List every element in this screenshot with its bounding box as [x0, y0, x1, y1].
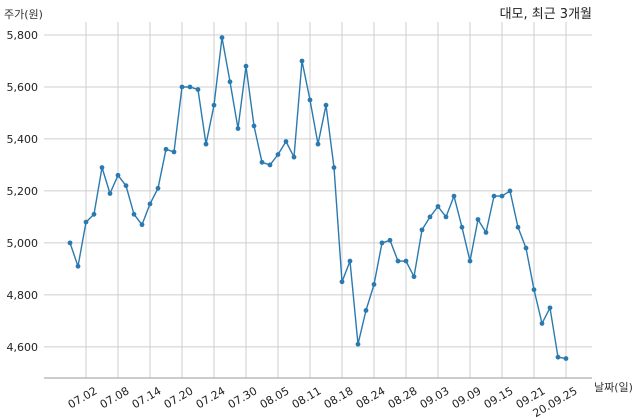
data-point	[235, 126, 241, 131]
y-tick-label: 4,800	[7, 289, 39, 302]
data-point	[403, 258, 409, 264]
data-point	[491, 193, 497, 199]
series-line	[69, 36, 567, 360]
x-tick-label: 09.09	[450, 384, 484, 411]
data-point	[339, 279, 345, 285]
data-point	[379, 240, 385, 246]
x-tick-labels: 07.0207.0807.1407.2007.2407.3008.0508.11…	[66, 384, 580, 419]
x-tick-label: 07.20	[162, 384, 196, 411]
data-point	[507, 188, 513, 194]
data-point	[555, 354, 561, 360]
y-tick-label: 5,000	[7, 237, 39, 250]
x-tick-label: 07.14	[130, 384, 164, 411]
x-tick-label: 09.15	[482, 384, 516, 411]
x-tick-label: 07.30	[226, 384, 260, 411]
x-tick-label: 08.24	[354, 384, 388, 411]
data-point	[251, 123, 257, 129]
data-point	[163, 146, 169, 152]
grid-lines	[44, 22, 592, 378]
data-point	[419, 227, 425, 233]
data-point	[387, 237, 393, 243]
data-point	[411, 274, 417, 280]
data-point	[459, 224, 465, 230]
data-point	[283, 139, 289, 144]
y-tick-label: 4,600	[7, 341, 39, 354]
data-point	[203, 141, 209, 147]
series-group	[67, 35, 569, 361]
data-point	[467, 258, 473, 264]
data-point	[83, 219, 89, 225]
data-point	[315, 141, 321, 147]
data-point	[475, 217, 481, 222]
data-point	[267, 162, 273, 168]
x-tick-label: 08.05	[258, 384, 292, 411]
data-point	[531, 287, 537, 293]
data-point	[347, 258, 353, 264]
data-point	[179, 84, 185, 90]
data-point	[115, 172, 121, 178]
data-point	[67, 240, 73, 246]
y-tick-label: 5,600	[7, 81, 39, 94]
x-tick-label: 08.11	[290, 384, 324, 411]
data-point	[331, 165, 337, 170]
data-point	[155, 185, 161, 191]
data-point	[451, 193, 457, 199]
data-point	[243, 63, 249, 69]
x-tick-label: 07.02	[66, 384, 100, 411]
data-point	[355, 341, 361, 347]
data-point	[259, 159, 265, 165]
x-axis-label: 날짜(일)	[594, 380, 633, 394]
data-point	[307, 97, 313, 103]
x-tick-label: 07.24	[194, 384, 228, 411]
y-tick-label: 5,800	[7, 29, 39, 42]
y-tick-label: 5,400	[7, 133, 39, 146]
data-point	[547, 305, 553, 311]
data-point	[91, 211, 97, 217]
data-point	[483, 230, 489, 235]
y-axis-label: 주가(원)	[4, 8, 43, 21]
data-point	[75, 263, 81, 269]
x-tick-label: 07.08	[98, 384, 132, 411]
data-point	[435, 204, 441, 209]
data-point	[539, 321, 545, 326]
x-tick-label: 08.28	[386, 384, 420, 411]
data-point	[131, 211, 137, 217]
data-point	[187, 84, 193, 90]
x-tick-label: 08.18	[322, 384, 356, 411]
data-point	[99, 165, 105, 170]
data-point	[499, 193, 505, 199]
data-point	[139, 222, 145, 228]
data-point	[323, 102, 329, 108]
data-point	[219, 35, 225, 40]
data-point	[227, 79, 233, 85]
data-point	[211, 102, 217, 108]
y-tick-labels: 4,600 4,800 5,000 5,200 5,400 5,600 5,800	[7, 29, 39, 354]
x-tick-label: 09.03	[418, 384, 452, 411]
data-point	[443, 214, 449, 220]
y-tick-label: 5,200	[7, 185, 39, 198]
data-point	[371, 282, 377, 287]
data-point	[123, 183, 129, 189]
data-point	[107, 191, 113, 196]
data-point	[515, 224, 521, 230]
data-point	[299, 58, 305, 64]
data-point	[363, 308, 369, 313]
data-point	[395, 258, 401, 264]
data-point	[275, 152, 281, 157]
data-point	[147, 201, 153, 207]
data-point	[563, 356, 569, 361]
data-point	[195, 87, 201, 92]
data-point	[291, 154, 297, 160]
data-point	[171, 149, 177, 155]
data-point	[427, 214, 433, 220]
data-point	[523, 245, 529, 251]
chart-title: 대모, 최근 3개월	[500, 7, 592, 22]
